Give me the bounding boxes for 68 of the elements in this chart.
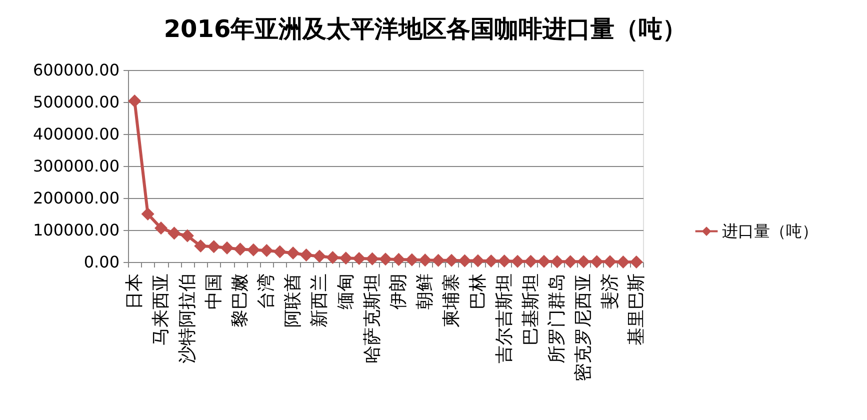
point — [432, 254, 445, 267]
point — [378, 252, 392, 266]
x-tick-label: 朝鲜 — [414, 274, 436, 310]
chart-title: 2016年亚洲及太平洋地区各国咖啡进口量（吨） — [164, 15, 687, 43]
point — [141, 207, 154, 221]
point — [590, 255, 604, 268]
point — [168, 226, 181, 240]
x-tick-label: 巴基斯坦 — [520, 274, 542, 346]
point — [537, 254, 550, 268]
x-tick-label: 密克罗尼西亚 — [573, 274, 594, 382]
y-tick-label: 0.00 — [84, 252, 120, 272]
x-tick-label: 柬埔寨 — [441, 274, 462, 328]
point — [246, 243, 260, 256]
point — [352, 252, 366, 265]
y-tick-label: 500000.00 — [32, 92, 120, 112]
y-tick-label: 200000.00 — [32, 188, 120, 208]
y-tick-label: 300000.00 — [32, 156, 120, 176]
legend-label: 进口量（吨） — [722, 221, 818, 240]
point — [405, 253, 418, 266]
y-tick-label: 600000.00 — [32, 60, 120, 80]
point — [180, 229, 194, 242]
x-tick-label: 基里巴斯 — [626, 274, 647, 346]
point — [471, 254, 484, 268]
point — [194, 239, 208, 253]
point — [366, 252, 379, 266]
x-tick-label: 缅甸 — [335, 274, 356, 310]
point — [603, 255, 617, 268]
point — [550, 255, 564, 268]
point — [445, 254, 458, 267]
x-tick-label: 巴林 — [467, 274, 488, 310]
y-tick-label: 400000.00 — [32, 124, 120, 144]
point — [564, 255, 577, 268]
x-tick-label: 新西兰 — [308, 274, 330, 328]
y-tick-label: 100000.00 — [32, 220, 120, 240]
point — [458, 254, 472, 268]
point — [577, 255, 590, 268]
point — [286, 246, 300, 260]
point — [128, 94, 142, 108]
x-tick-label: 阿联酋 — [282, 274, 304, 328]
point — [234, 242, 247, 256]
x-tick-label: 中国 — [203, 274, 224, 310]
point — [511, 254, 524, 268]
x-tick-label: 马来西亚 — [150, 274, 172, 346]
point — [630, 255, 643, 269]
x-tick-label: 斐济 — [599, 274, 620, 310]
x-tick-label: 哈萨克斯坦 — [362, 274, 383, 364]
point — [339, 252, 352, 265]
point — [498, 254, 511, 268]
point — [260, 244, 274, 257]
point — [220, 241, 234, 254]
point — [312, 250, 326, 263]
point — [524, 254, 538, 268]
point — [326, 251, 340, 264]
x-tick-label: 伊朗 — [388, 274, 410, 310]
point — [392, 252, 406, 266]
x-tick-label: 日本 — [124, 274, 146, 310]
point — [207, 240, 220, 254]
x-tick-label: 黎巴嫩 — [230, 274, 251, 328]
x-tick-label: 台湾 — [256, 274, 278, 310]
x-tick-label: 所罗门群岛 — [546, 274, 568, 364]
x-tick-label: 吉尔吉斯坦 — [494, 274, 515, 364]
point — [616, 255, 630, 269]
point — [484, 254, 498, 268]
point — [154, 222, 168, 235]
point — [418, 254, 432, 267]
x-tick-label: 沙特阿拉伯 — [176, 274, 198, 364]
point — [300, 248, 313, 262]
point — [273, 245, 286, 258]
